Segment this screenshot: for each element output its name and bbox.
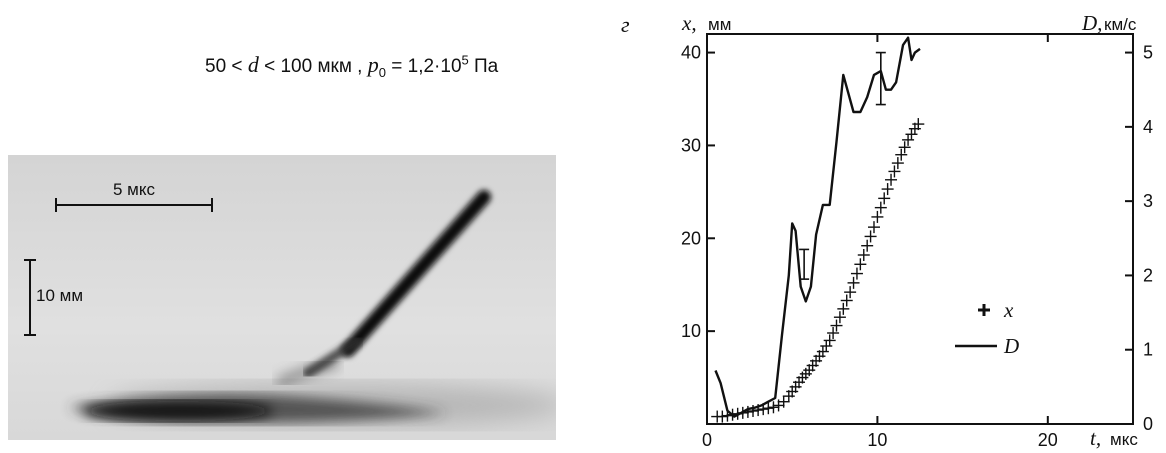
x-data-point [854, 258, 867, 271]
x-data-point [857, 249, 870, 261]
legend-label-d: D [1003, 334, 1019, 358]
x-data-point [837, 302, 850, 315]
x-tick-label: 10 [867, 430, 887, 450]
y-right-symbol: D, [1081, 11, 1102, 35]
x-data-point [762, 402, 775, 415]
error-bar [799, 248, 810, 280]
y-right-tick-label: 0 [1143, 414, 1153, 434]
y-right-tick-label: 4 [1143, 117, 1153, 137]
y-right-tick-label: 5 [1143, 43, 1153, 63]
y-right-unit: км/с [1104, 15, 1137, 34]
x-data-point [847, 276, 860, 289]
x-data-point [830, 319, 843, 332]
legend-entry-d: D [955, 334, 1019, 358]
x-tick-label: 20 [1038, 430, 1058, 450]
legend: xD [955, 298, 1019, 358]
x-data-point [861, 239, 874, 252]
x-data-point [827, 327, 840, 339]
x-data-point [867, 221, 880, 234]
x-data-point [885, 173, 898, 186]
photo-caption: 50 < d < 100 мкм , p0 = 1,2·105 Па [205, 52, 499, 80]
x-data-point [833, 311, 846, 324]
error-bars [799, 51, 886, 280]
x-data-point [878, 192, 891, 205]
legend-entry-x: x [978, 298, 1014, 322]
x-data-point [820, 340, 833, 352]
axis-ticks: 0 10 20 10 20 30 40 0 1 2 3 4 5 [681, 34, 1153, 450]
x-data-point [891, 157, 904, 170]
y-right-tick-label: 2 [1143, 265, 1153, 285]
streak-photo [8, 155, 556, 440]
x-data-point [905, 128, 918, 141]
time-scale-label: 5 мкс [113, 180, 155, 199]
x-data-point [888, 165, 901, 178]
x-data-point [881, 183, 894, 196]
error-bar [875, 51, 886, 106]
x-data-point [767, 401, 780, 414]
x-data-point [777, 395, 790, 408]
panel-label: г [621, 12, 630, 37]
x-data-point [898, 141, 911, 154]
x-data-point [840, 294, 853, 307]
x-data-point [912, 118, 925, 131]
y-left-tick-label: 40 [681, 43, 701, 63]
series-d-line [714, 36, 921, 418]
legend-label-x: x [1003, 298, 1014, 322]
y-left-tick-label: 20 [681, 228, 701, 248]
y-right-tick-label: 1 [1143, 340, 1153, 360]
y-left-unit: мм [708, 15, 731, 34]
x-axis-unit: мкс [1110, 430, 1138, 449]
length-scale-label: 10 мм [36, 286, 84, 305]
x-data-point [902, 133, 915, 146]
x-data-point [874, 201, 887, 214]
x-data-point [864, 230, 877, 243]
x-data-point [850, 267, 863, 280]
y-left-tick-label: 10 [681, 321, 701, 341]
x-data-point [895, 148, 908, 161]
x-axis-symbol: t, [1090, 426, 1101, 450]
y-left-tick-label: 30 [681, 135, 701, 155]
plot-border [706, 33, 1134, 425]
x-data-point [823, 334, 836, 347]
x-data-point [871, 210, 884, 223]
series-x-markers [711, 118, 925, 423]
y-right-tick-label: 3 [1143, 191, 1153, 211]
x-data-point [716, 410, 729, 423]
y-left-symbol: x, [681, 11, 697, 35]
x-tick-label: 0 [702, 430, 712, 450]
streak-image [68, 190, 556, 427]
x-data-point [844, 286, 857, 299]
plot-frame [706, 33, 1134, 425]
